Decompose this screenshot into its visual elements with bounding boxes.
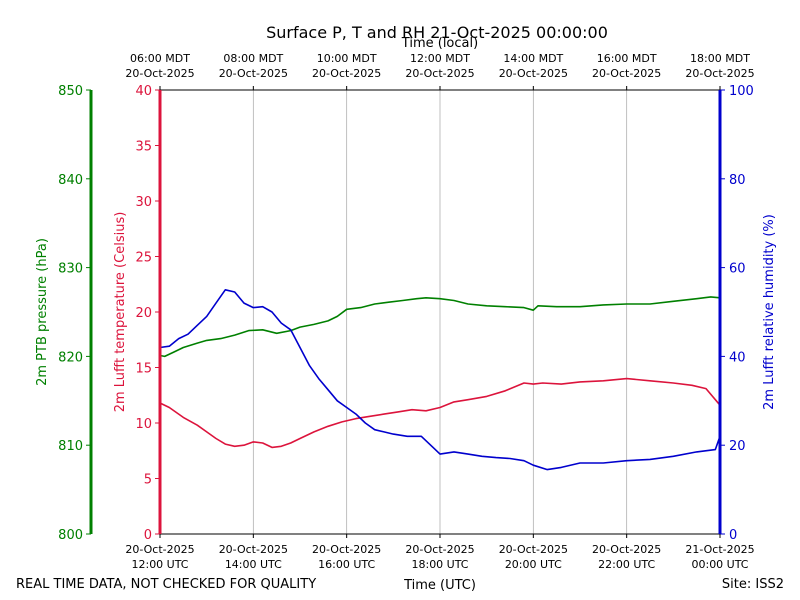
humidity-tick-label: 60: [729, 262, 746, 277]
pressure-tick-label: 800: [58, 528, 83, 543]
top-x-tick-label: 20-Oct-2025: [125, 67, 194, 80]
bottom-x-tick-label: 00:00 UTC: [691, 558, 748, 571]
humidity-tick-label: 80: [729, 173, 746, 188]
temperature-series-line: [159, 377, 721, 449]
quality-note: REAL TIME DATA, NOT CHECKED FOR QUALITY: [16, 577, 316, 592]
top-x-tick-label: 16:00 MDT: [597, 52, 657, 65]
temperature-tick-label: 5: [144, 473, 152, 488]
pressure-tick-label: 830: [58, 262, 83, 277]
axes-layer: 800 810 820 830 840 850 0 5 10 15 20 25 30 35 40 0 20 40 6…: [58, 84, 754, 543]
pressure-tick-label: 810: [58, 439, 83, 454]
temperature-axis-label: 2m Lufft temperature (Celsius): [113, 212, 128, 413]
bottom-x-tick-label: 20-Oct-2025: [219, 543, 288, 556]
bottom-x-tick-label: 22:00 UTC: [598, 558, 655, 571]
top-x-tick-label: 06:00 MDT: [130, 52, 190, 65]
bottom-x-tick-label: 20-Oct-2025: [499, 543, 568, 556]
temperature-tick-label: 20: [135, 306, 152, 321]
top-x-tick-label: 18:00 MDT: [690, 52, 750, 65]
top-x-tick-label: 12:00 MDT: [410, 52, 470, 65]
pressure-tick-label: 820: [58, 350, 83, 365]
humidity-axis-label: 2m Lufft relative humidity (%): [762, 214, 777, 410]
bottom-x-tick-label: 18:00 UTC: [411, 558, 468, 571]
chart-title: Surface P, T and RH 21-Oct-2025 00:00:00: [266, 23, 608, 42]
temperature-tick-label: 15: [135, 362, 152, 377]
temperature-tick-label: 10: [135, 417, 152, 432]
bottom-x-tick-label: 20-Oct-2025: [405, 543, 474, 556]
top-x-tick-label: 20-Oct-2025: [592, 67, 661, 80]
site-label: Site: ISS2: [722, 577, 784, 592]
x-axis-top-label: Time (local): [401, 36, 478, 51]
temperature-tick-label: 25: [135, 251, 152, 266]
humidity-series-line: [159, 289, 721, 471]
bottom-x-tick-label: 12:00 UTC: [131, 558, 188, 571]
temperature-tick-label: 35: [135, 140, 152, 155]
top-x-tick-label: 20-Oct-2025: [499, 67, 568, 80]
temperature-tick-label: 40: [135, 84, 152, 99]
pressure-tick-label: 850: [58, 84, 83, 99]
top-x-tick-label: 08:00 MDT: [223, 52, 283, 65]
x-axis-bottom-label: Time (UTC): [403, 578, 476, 593]
top-x-tick-label: 20-Oct-2025: [685, 67, 754, 80]
bottom-x-tick-label: 20-Oct-2025: [312, 543, 381, 556]
top-x-tick-label: 20-Oct-2025: [219, 67, 288, 80]
pressure-tick-label: 840: [58, 173, 83, 188]
grid-layer: [252, 90, 628, 534]
humidity-tick-label: 100: [729, 84, 754, 99]
bottom-x-tick-label: 20:00 UTC: [505, 558, 562, 571]
top-x-tick-label: 20-Oct-2025: [405, 67, 474, 80]
pressure-series-line: [159, 296, 721, 358]
top-x-tick-label: 14:00 MDT: [503, 52, 563, 65]
humidity-tick-label: 0: [729, 528, 737, 543]
temperature-tick-label: 0: [144, 528, 152, 543]
bottom-x-tick-label: 14:00 UTC: [225, 558, 282, 571]
x-ticks-layer: 06:00 MDT 20-Oct-2025 08:00 MDT 20-Oct-2025…: [125, 52, 754, 571]
bottom-x-tick-label: 16:00 UTC: [318, 558, 375, 571]
bottom-x-tick-label: 21-Oct-2025: [685, 543, 754, 556]
humidity-tick-label: 40: [729, 350, 746, 365]
bottom-x-tick-label: 20-Oct-2025: [592, 543, 661, 556]
pressure-axis-label: 2m PTB pressure (hPa): [35, 238, 50, 386]
series-layer: [159, 289, 721, 471]
bottom-x-tick-label: 20-Oct-2025: [125, 543, 194, 556]
top-x-tick-label: 20-Oct-2025: [312, 67, 381, 80]
top-x-tick-label: 10:00 MDT: [317, 52, 377, 65]
humidity-tick-label: 20: [729, 439, 746, 454]
temperature-tick-label: 30: [135, 195, 152, 210]
